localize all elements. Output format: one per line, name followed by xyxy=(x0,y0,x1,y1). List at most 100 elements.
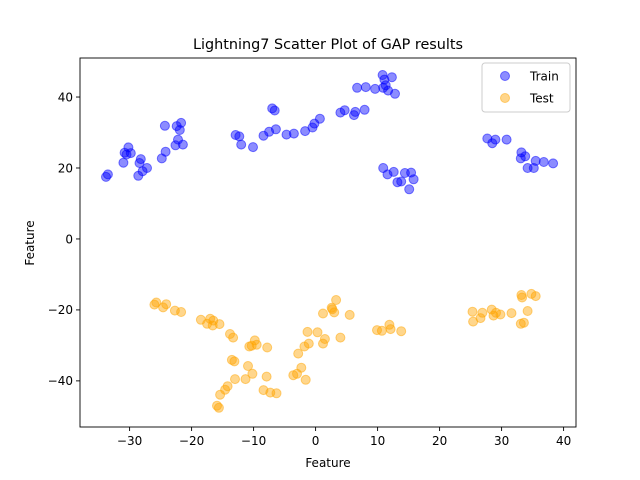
point-test-28 xyxy=(251,339,262,350)
point-train-69 xyxy=(530,155,541,166)
x-tick-label: 20 xyxy=(432,434,447,448)
point-test-59 xyxy=(475,313,486,324)
x-axis-ticks: −30 −20 −10 0 10 20 30 40 xyxy=(117,427,571,448)
point-test-45 xyxy=(319,334,330,344)
y-axis-label: Feature xyxy=(23,220,37,265)
point-test-44 xyxy=(318,308,328,319)
point-test-53 xyxy=(376,325,387,336)
point-test-68 xyxy=(517,292,528,303)
legend: Train Test xyxy=(481,62,571,113)
point-train-34 xyxy=(309,118,320,129)
point-test-57 xyxy=(467,306,478,317)
point-test-72 xyxy=(530,291,541,302)
y-axis-ticks: −40 −20 0 20 40 xyxy=(48,90,80,388)
point-train-54 xyxy=(392,177,403,188)
point-test-64 xyxy=(495,309,506,320)
point-test-33 xyxy=(271,388,282,399)
point-train-5 xyxy=(123,142,134,153)
point-test-19 xyxy=(228,332,239,343)
point-train-41 xyxy=(359,104,370,115)
point-train-55 xyxy=(396,176,407,187)
point-train-66 xyxy=(520,151,531,162)
point-train-14 xyxy=(160,146,171,157)
point-test-39 xyxy=(300,374,311,385)
point-test-16 xyxy=(222,381,233,392)
x-tick-label: 30 xyxy=(494,434,509,448)
point-test-20 xyxy=(229,356,240,367)
point-train-23 xyxy=(236,139,247,150)
point-train-70 xyxy=(538,157,549,167)
point-train-53 xyxy=(388,166,399,177)
point-test-11 xyxy=(214,319,225,330)
point-test-41 xyxy=(303,338,314,349)
point-train-39 xyxy=(350,106,361,117)
point-train-11 xyxy=(142,163,152,173)
points-layer xyxy=(101,70,559,413)
point-train-29 xyxy=(270,124,281,135)
point-train-20 xyxy=(177,139,188,150)
point-train-24 xyxy=(248,142,258,153)
point-train-13 xyxy=(159,120,170,131)
point-test-30 xyxy=(261,371,272,382)
y-tick-label: 20 xyxy=(58,161,73,175)
x-tick-label: 40 xyxy=(556,434,571,448)
y-tick-label: −40 xyxy=(48,374,73,388)
point-test-26 xyxy=(247,368,258,379)
point-test-31 xyxy=(262,342,273,353)
x-tick-label: −10 xyxy=(241,434,266,448)
legend-label-train: Train xyxy=(529,70,559,84)
point-test-69 xyxy=(518,317,529,328)
point-test-40 xyxy=(302,326,313,337)
x-tick-label: 10 xyxy=(370,434,385,448)
point-test-37 xyxy=(296,362,307,373)
point-train-19 xyxy=(176,117,187,128)
point-test-14 xyxy=(215,389,226,400)
point-test-23 xyxy=(243,361,253,371)
x-tick-label: −20 xyxy=(179,434,204,448)
point-test-56 xyxy=(396,326,407,337)
point-train-28 xyxy=(269,105,280,116)
point-train-31 xyxy=(288,128,299,139)
legend-marker-train xyxy=(500,71,510,81)
point-train-6 xyxy=(125,148,136,159)
y-tick-label: 0 xyxy=(65,232,73,246)
point-test-21 xyxy=(230,374,240,385)
point-test-13 xyxy=(213,402,224,413)
legend-marker-test xyxy=(500,93,510,103)
y-tick-label: −20 xyxy=(48,303,73,317)
point-test-60 xyxy=(477,307,488,318)
point-train-65 xyxy=(516,147,527,158)
point-train-47 xyxy=(380,80,391,91)
point-train-30 xyxy=(281,129,292,140)
chart-title: Lightning7 Scatter Plot of GAP results xyxy=(193,37,463,53)
point-train-40 xyxy=(352,82,363,93)
point-test-48 xyxy=(329,307,340,318)
point-test-1 xyxy=(151,297,162,308)
point-train-2 xyxy=(118,157,129,168)
point-train-37 xyxy=(339,105,350,116)
point-train-15 xyxy=(170,140,181,151)
x-axis-label: Feature xyxy=(305,456,350,470)
point-test-50 xyxy=(335,332,346,343)
point-train-25 xyxy=(258,130,269,141)
point-train-57 xyxy=(404,184,415,195)
legend-box xyxy=(481,62,571,113)
point-test-36 xyxy=(293,348,304,359)
point-train-52 xyxy=(382,169,393,180)
point-test-65 xyxy=(506,308,517,319)
point-train-22 xyxy=(234,131,245,142)
point-train-1 xyxy=(102,169,113,180)
point-test-22 xyxy=(240,374,251,385)
x-tick-label: −30 xyxy=(117,434,142,448)
point-train-49 xyxy=(386,72,397,83)
point-test-3 xyxy=(161,299,172,310)
plot-frame xyxy=(79,57,577,428)
point-test-49 xyxy=(331,295,342,305)
point-test-42 xyxy=(312,327,323,338)
point-train-35 xyxy=(314,113,325,124)
point-train-62 xyxy=(490,134,501,145)
point-test-55 xyxy=(385,324,396,335)
y-tick-label: 40 xyxy=(58,90,73,104)
point-train-42 xyxy=(360,82,371,93)
